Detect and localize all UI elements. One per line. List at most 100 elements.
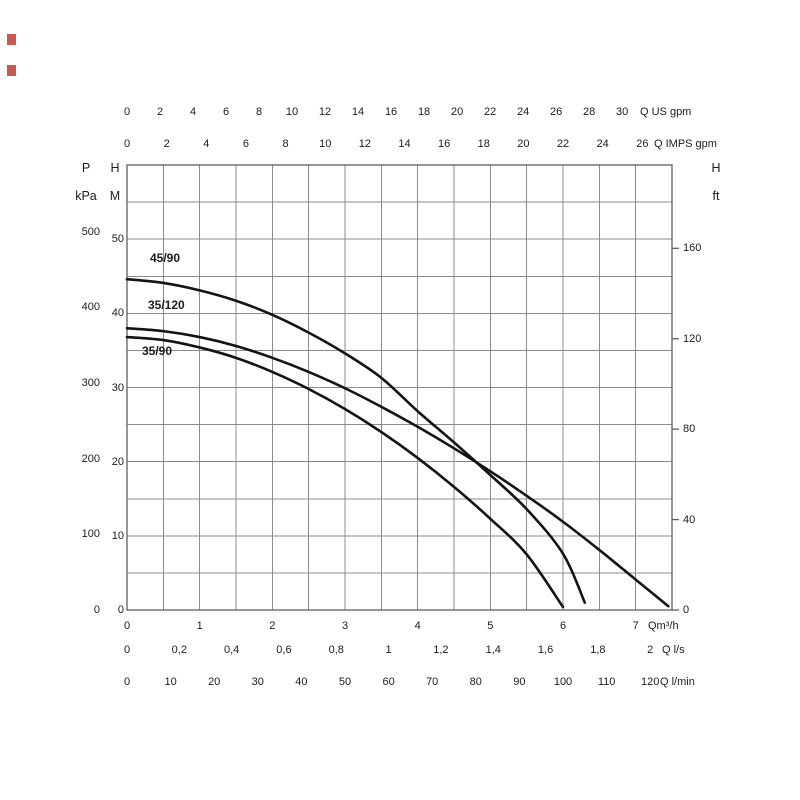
tick-m: 30 — [111, 381, 124, 394]
tick-m3h: 2 — [269, 620, 276, 632]
tick-imp_gpm: 10 — [319, 138, 332, 150]
tick-m3h: 5 — [487, 620, 494, 632]
tick-l_min: 60 — [382, 676, 395, 688]
tick-l_s: 0,4 — [223, 644, 240, 656]
curve-label-35-90: 35/90 — [142, 344, 173, 358]
tick-l_s: 1,4 — [485, 644, 501, 656]
curve-45-90 — [125, 277, 587, 604]
tick-l_s: 1 — [385, 644, 392, 656]
tick-us_gpm: 28 — [582, 106, 596, 118]
unit-label-m3h: Qm³/h — [648, 620, 679, 632]
tick-l_min: 70 — [426, 676, 439, 688]
unit-label-imp-gpm: Q IMPS gpm — [654, 138, 717, 150]
tick-m3h: 6 — [559, 620, 567, 632]
tick-imp_gpm: 22 — [556, 138, 570, 150]
tick-l_min: 100 — [553, 676, 573, 688]
tick-us_gpm: 18 — [417, 106, 431, 118]
tick-imp_gpm: 0 — [123, 138, 131, 150]
tick-us_gpm: 14 — [351, 106, 365, 118]
curve-label-45-90: 45/90 — [150, 251, 181, 265]
tick-imp_gpm: 18 — [477, 138, 490, 150]
tick-imp_gpm: 8 — [282, 138, 289, 150]
tick-imp_gpm: 16 — [438, 138, 451, 150]
tick-l_min: 20 — [208, 676, 221, 688]
tick-imp_gpm: 6 — [242, 138, 249, 150]
tick-l_s: 1,2 — [433, 644, 449, 656]
tick-kpa: 200 — [81, 452, 100, 465]
tick-ft: 120 — [683, 332, 702, 345]
tick-us_gpm: 8 — [255, 106, 263, 118]
tick-m3h: 7 — [632, 620, 639, 632]
tick-imp_gpm: 2 — [163, 138, 170, 150]
tick-l_min: 120 — [641, 676, 660, 688]
tick-l_s: 2 — [647, 644, 654, 656]
tick-ft: 40 — [683, 513, 696, 526]
tick-us_gpm: 22 — [483, 106, 497, 118]
tick-imp_gpm: 20 — [517, 138, 530, 150]
tick-m3h: 0 — [123, 620, 131, 632]
unit-label-l-s: Q l/s — [662, 644, 685, 656]
tick-ft: 160 — [683, 242, 702, 255]
tick-us_gpm: 26 — [549, 106, 563, 118]
tick-l_min: 40 — [295, 676, 308, 688]
tick-l_s: 1,8 — [590, 644, 606, 656]
tick-imp_gpm: 4 — [203, 138, 210, 150]
tick-imp_gpm: 14 — [398, 138, 411, 150]
pressure-axis-unit-kpa: kPa — [75, 189, 97, 203]
tick-m3h: 3 — [341, 620, 349, 632]
tick-us_gpm: 20 — [450, 106, 464, 118]
unit-label-l-min: Q l/min — [660, 676, 695, 688]
curve-label-35-120: 35/120 — [148, 298, 185, 312]
tick-ft: 0 — [683, 604, 690, 616]
tick-kpa: 400 — [81, 301, 100, 314]
tick-m3h: 1 — [196, 620, 203, 632]
tick-kpa: 300 — [81, 377, 100, 390]
tick-m: 0 — [117, 604, 124, 616]
tick-l_s: 0 — [123, 644, 131, 656]
tick-l_s: 1,6 — [537, 644, 554, 656]
curve-35-90 — [125, 335, 565, 609]
tick-us_gpm: 6 — [222, 106, 230, 118]
red-artifact-mark — [7, 65, 16, 76]
head-axis-unit-ft: ft — [712, 189, 720, 203]
curve-35-120 — [125, 326, 670, 608]
tick-imp_gpm: 24 — [596, 138, 609, 150]
tick-l_s: 0,6 — [276, 644, 292, 656]
tick-us_gpm: 16 — [384, 106, 398, 118]
tick-m: 40 — [111, 307, 124, 320]
head-axis-unit-m: M — [109, 189, 121, 203]
tick-ft: 80 — [683, 423, 696, 436]
tick-m: 20 — [111, 455, 124, 468]
tick-us_gpm: 2 — [156, 106, 164, 118]
tick-us_gpm: 4 — [189, 106, 197, 118]
tick-l_min: 0 — [123, 676, 131, 688]
red-artifact-mark — [7, 34, 16, 45]
tick-us_gpm: 24 — [516, 106, 530, 118]
tick-kpa: 0 — [93, 604, 100, 616]
tick-l_s: 0,2 — [171, 644, 187, 656]
tick-m: 50 — [111, 233, 124, 246]
tick-us_gpm: 10 — [285, 106, 299, 118]
tick-imp_gpm: 12 — [358, 138, 371, 150]
unit-label-us-gpm: Q US gpm — [640, 106, 692, 118]
tick-imp_gpm: 26 — [636, 138, 649, 150]
tick-m3h: 4 — [414, 620, 421, 632]
tick-us_gpm: 12 — [318, 106, 332, 118]
tick-l_min: 90 — [513, 676, 526, 688]
tick-us_gpm: 0 — [123, 106, 131, 118]
head-axis-symbol-left: H — [110, 161, 120, 175]
tick-l_min: 10 — [164, 676, 177, 688]
tick-m: 10 — [111, 529, 124, 542]
tick-l_min: 110 — [597, 676, 616, 688]
tick-l_min: 30 — [251, 676, 264, 688]
tick-us_gpm: 30 — [615, 106, 629, 118]
tick-l_min: 80 — [469, 676, 482, 688]
tick-l_min: 50 — [338, 676, 352, 688]
pressure-axis-symbol: P — [81, 161, 91, 175]
tick-l_s: 0,8 — [328, 644, 344, 656]
tick-kpa: 500 — [81, 225, 100, 238]
head-axis-symbol-right: H — [711, 161, 721, 175]
tick-kpa: 100 — [81, 528, 100, 541]
